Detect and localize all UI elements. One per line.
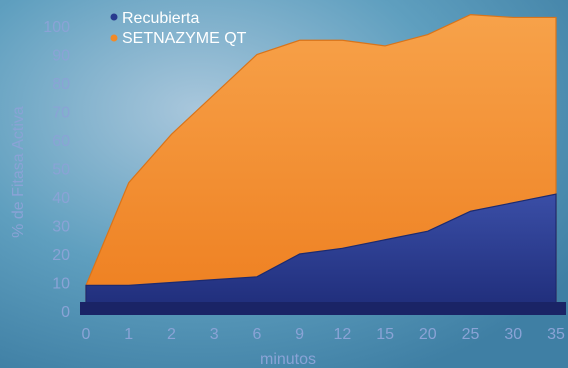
- x-tick-label: 12: [333, 326, 351, 343]
- x-tick-label: 15: [376, 326, 394, 343]
- y-tick-label: 0: [61, 304, 70, 321]
- y-tick-label: 100: [43, 19, 70, 36]
- x-tick-label: 30: [504, 326, 522, 343]
- x-tick-label: 0: [82, 326, 91, 343]
- x-axis-title: minutos: [260, 351, 316, 368]
- legend-marker-recubierta: [110, 13, 118, 21]
- y-tick-label: 80: [52, 76, 70, 93]
- legend-label-setnazyme: SETNAZYME QT: [122, 30, 247, 47]
- x-tick-label: 35: [547, 326, 565, 343]
- legend: Recubierta SETNAZYME QT: [110, 10, 247, 47]
- x-tick-label: 2: [167, 326, 176, 343]
- legend-label-recubierta: Recubierta: [122, 10, 199, 27]
- x-tick-label: 3: [210, 326, 219, 343]
- area-series-recubierta: [85, 193, 557, 312]
- base-band: [80, 302, 566, 315]
- x-tick-label: 25: [462, 326, 480, 343]
- y-tick-label: 20: [52, 247, 70, 264]
- y-tick-label: 90: [52, 48, 70, 65]
- y-tick-label: 30: [52, 219, 70, 236]
- legend-marker-setnazyme: [110, 34, 118, 42]
- y-tick-label: 50: [52, 162, 70, 179]
- x-tick-label: 1: [124, 326, 133, 343]
- y-tick-label: 40: [52, 190, 70, 207]
- y-tick-label: 10: [52, 276, 70, 293]
- y-tick-label: 70: [52, 105, 70, 122]
- x-tick-label: 6: [252, 326, 261, 343]
- y-axis-title: % de Fitasa Activa: [10, 106, 27, 238]
- x-tick-label: 20: [419, 326, 437, 343]
- y-tick-label: 60: [52, 133, 70, 150]
- series-layer: [80, 13, 566, 315]
- x-tick-label: 9: [295, 326, 304, 343]
